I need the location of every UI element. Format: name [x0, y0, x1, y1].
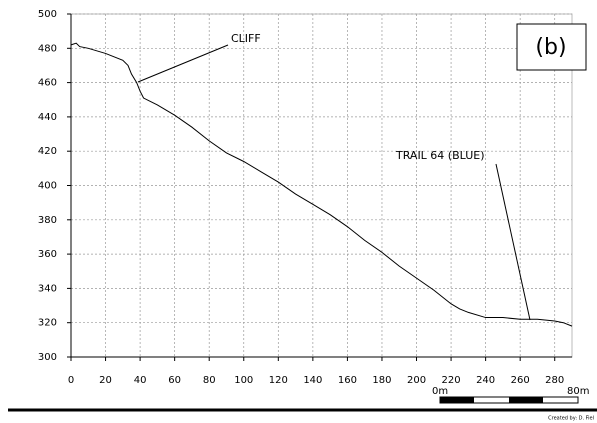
x-tick-label: 180	[372, 375, 391, 386]
annotation: TRAIL 64 (BLUE)	[395, 149, 485, 162]
x-tick-label: 280	[545, 375, 564, 386]
elevation-line	[70, 42, 573, 327]
scale-segment	[440, 397, 474, 403]
y-tick-label: 420	[38, 146, 57, 157]
x-tick-label: 160	[338, 375, 357, 386]
annotation-leader	[495, 163, 531, 321]
y-tick-label: 400	[38, 181, 57, 192]
x-tick-label: 260	[511, 375, 530, 386]
x-tick-label: 220	[442, 375, 461, 386]
y-tick-label: 440	[38, 112, 57, 123]
y-tick-label: 480	[38, 43, 57, 54]
plot-area: 300 320 340 360 380 400 420 440 460 480 500 0 20 40 60…	[38, 9, 573, 386]
y-tick-label: 360	[38, 249, 57, 260]
x-tick-label: 0	[68, 375, 74, 386]
panel-label: (b)	[535, 35, 566, 60]
y-tick-label: 380	[38, 215, 57, 226]
x-tick-label: 20	[99, 375, 112, 386]
x-tick-label: 140	[303, 375, 322, 386]
x-tick-label: 100	[234, 375, 253, 386]
y-tick-label: 300	[38, 352, 57, 363]
panel-box	[516, 23, 587, 71]
y-tick-label: 460	[38, 78, 57, 89]
scale-label: 80m	[567, 386, 589, 397]
x-tick-label: 60	[168, 375, 181, 386]
annotation-leader	[137, 44, 229, 83]
x-tick-label: 80	[203, 375, 216, 386]
x-tick-label: 240	[476, 375, 495, 386]
annotation: CLIFF	[231, 32, 261, 45]
scale-segment	[509, 397, 543, 403]
credit: Created by: D. Fiel	[548, 416, 594, 422]
scale-bar	[439, 396, 579, 404]
x-tick-label: 40	[134, 375, 147, 386]
scale-label: 0m	[432, 386, 448, 397]
x-tick-label: 200	[407, 375, 426, 386]
y-tick-label: 340	[38, 283, 57, 294]
y-tick-label: 320	[38, 318, 57, 329]
x-tick-label: 120	[269, 375, 288, 386]
y-tick-label: 500	[38, 9, 57, 20]
